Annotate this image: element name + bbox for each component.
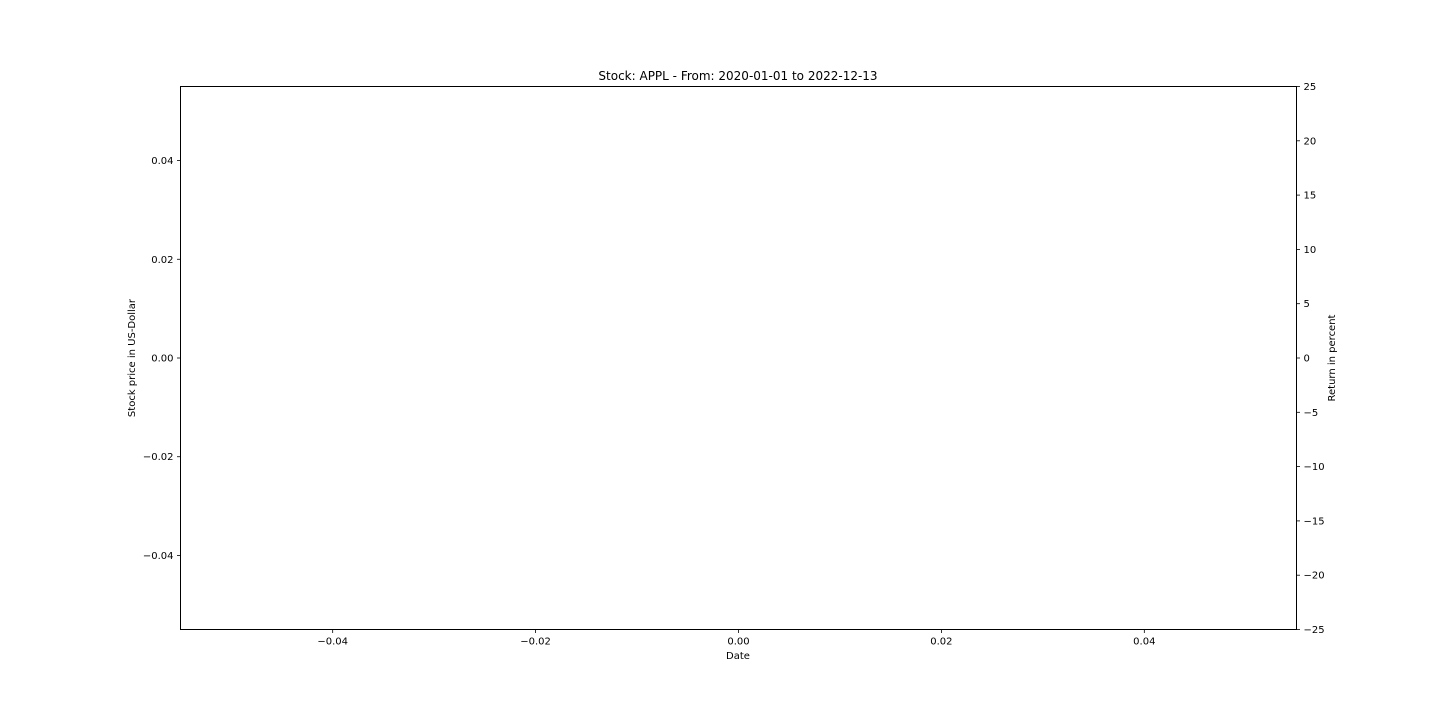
y-axis-ticks: 0.04 0.02 0.00 −0.02 −0.04	[143, 156, 181, 562]
y-axis-label: Stock price in US-Dollar	[127, 298, 138, 417]
x-tick-label: −0.04	[317, 637, 348, 648]
y2-tick-label: 5	[1304, 299, 1310, 310]
y-tick-label: 0.04	[151, 156, 173, 167]
y2-tick-label: 20	[1304, 136, 1317, 147]
y-tick-label: −0.04	[143, 551, 174, 562]
y2-tick-label: −20	[1304, 571, 1325, 582]
y2-tick-label: 10	[1304, 245, 1317, 256]
x-tick-label: 0.00	[727, 637, 749, 648]
y2-tick-label: 15	[1304, 191, 1317, 202]
y-tick-label: 0.02	[151, 255, 173, 266]
x-axis-ticks: −0.04 −0.02 0.00 0.02 0.04	[317, 629, 1155, 648]
x-axis-label: Date	[726, 651, 750, 662]
chart-title: Stock: APPL - From: 2020-01-01 to 2022-1…	[598, 69, 877, 83]
y2-tick-label: −25	[1304, 625, 1325, 636]
x-tick-label: 0.02	[930, 637, 952, 648]
y-tick-label: −0.02	[143, 452, 174, 463]
x-tick-label: 0.04	[1133, 637, 1155, 648]
y-tick-label: 0.00	[151, 354, 173, 365]
y2-axis-ticks: 25 20 15 10 5 0 −5 −10 −15 −20 −25	[1296, 82, 1325, 636]
y2-tick-label: −10	[1304, 462, 1325, 473]
y2-axis-label: Return in percent	[1327, 314, 1338, 401]
y2-tick-label: 0	[1304, 354, 1310, 365]
y2-tick-label: −5	[1304, 408, 1319, 419]
x-tick-label: −0.02	[520, 637, 551, 648]
y2-tick-label: 25	[1304, 82, 1317, 93]
y2-tick-label: −15	[1304, 516, 1325, 527]
